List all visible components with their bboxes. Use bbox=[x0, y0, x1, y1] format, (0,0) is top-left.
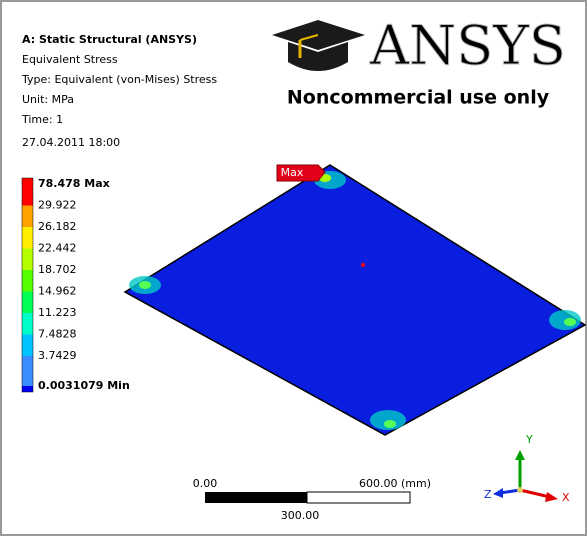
legend-label: 78.478 Max bbox=[38, 177, 110, 190]
hotspot bbox=[384, 420, 396, 428]
header-line: Time: 1 bbox=[21, 113, 63, 126]
header-line: Type: Equivalent (von-Mises) Stress bbox=[21, 73, 217, 86]
title: A: Static Structural (ANSYS) bbox=[22, 33, 197, 46]
scale-start: 0.00 bbox=[193, 477, 218, 490]
brand: ANSYS bbox=[369, 14, 566, 77]
legend-label: 29.922 bbox=[38, 199, 77, 212]
triad-origin bbox=[517, 487, 523, 493]
max-flag-label: Max bbox=[281, 166, 304, 179]
scale-white bbox=[307, 492, 410, 503]
legend-swatch bbox=[22, 335, 33, 357]
legend-label: 11.223 bbox=[38, 306, 77, 319]
legend-label: 7.4828 bbox=[38, 328, 77, 341]
legend-swatch bbox=[22, 292, 33, 314]
z-label: Z bbox=[484, 488, 492, 501]
legend-swatch bbox=[22, 313, 33, 335]
legend-swatch bbox=[22, 386, 33, 392]
logo: ANSYS Noncommercial use only bbox=[272, 14, 566, 109]
scale-black bbox=[205, 492, 307, 503]
hotspot bbox=[564, 318, 576, 326]
legend-swatch bbox=[22, 249, 33, 271]
scale-middle: 300.00 bbox=[281, 509, 320, 522]
scale-end: 600.00 (mm) bbox=[359, 477, 431, 490]
header-line: 27.04.2011 18:00 bbox=[22, 136, 120, 149]
legend-swatch bbox=[22, 178, 33, 206]
header-line: Unit: MPa bbox=[22, 93, 74, 106]
legend-label: 26.182 bbox=[38, 220, 77, 233]
legend-swatch bbox=[22, 270, 33, 292]
legend-label: 14.962 bbox=[38, 285, 77, 298]
legend-label: 0.0031079 Min bbox=[38, 379, 130, 392]
legend-label: 3.7429 bbox=[38, 349, 77, 362]
legend-swatch bbox=[22, 227, 33, 249]
center-point bbox=[361, 263, 365, 267]
legend-swatch bbox=[22, 206, 33, 228]
viewport: A: Static Structural (ANSYS) Equivalent … bbox=[0, 0, 587, 536]
header-line: Equivalent Stress bbox=[22, 53, 118, 66]
x-label: X bbox=[562, 491, 570, 504]
hotspot bbox=[139, 281, 151, 289]
legend-label: 22.442 bbox=[38, 242, 77, 255]
y-label: Y bbox=[525, 433, 533, 446]
notice: Noncommercial use only bbox=[287, 87, 550, 109]
legend-label: 18.702 bbox=[38, 263, 77, 276]
legend-swatch bbox=[22, 356, 33, 386]
